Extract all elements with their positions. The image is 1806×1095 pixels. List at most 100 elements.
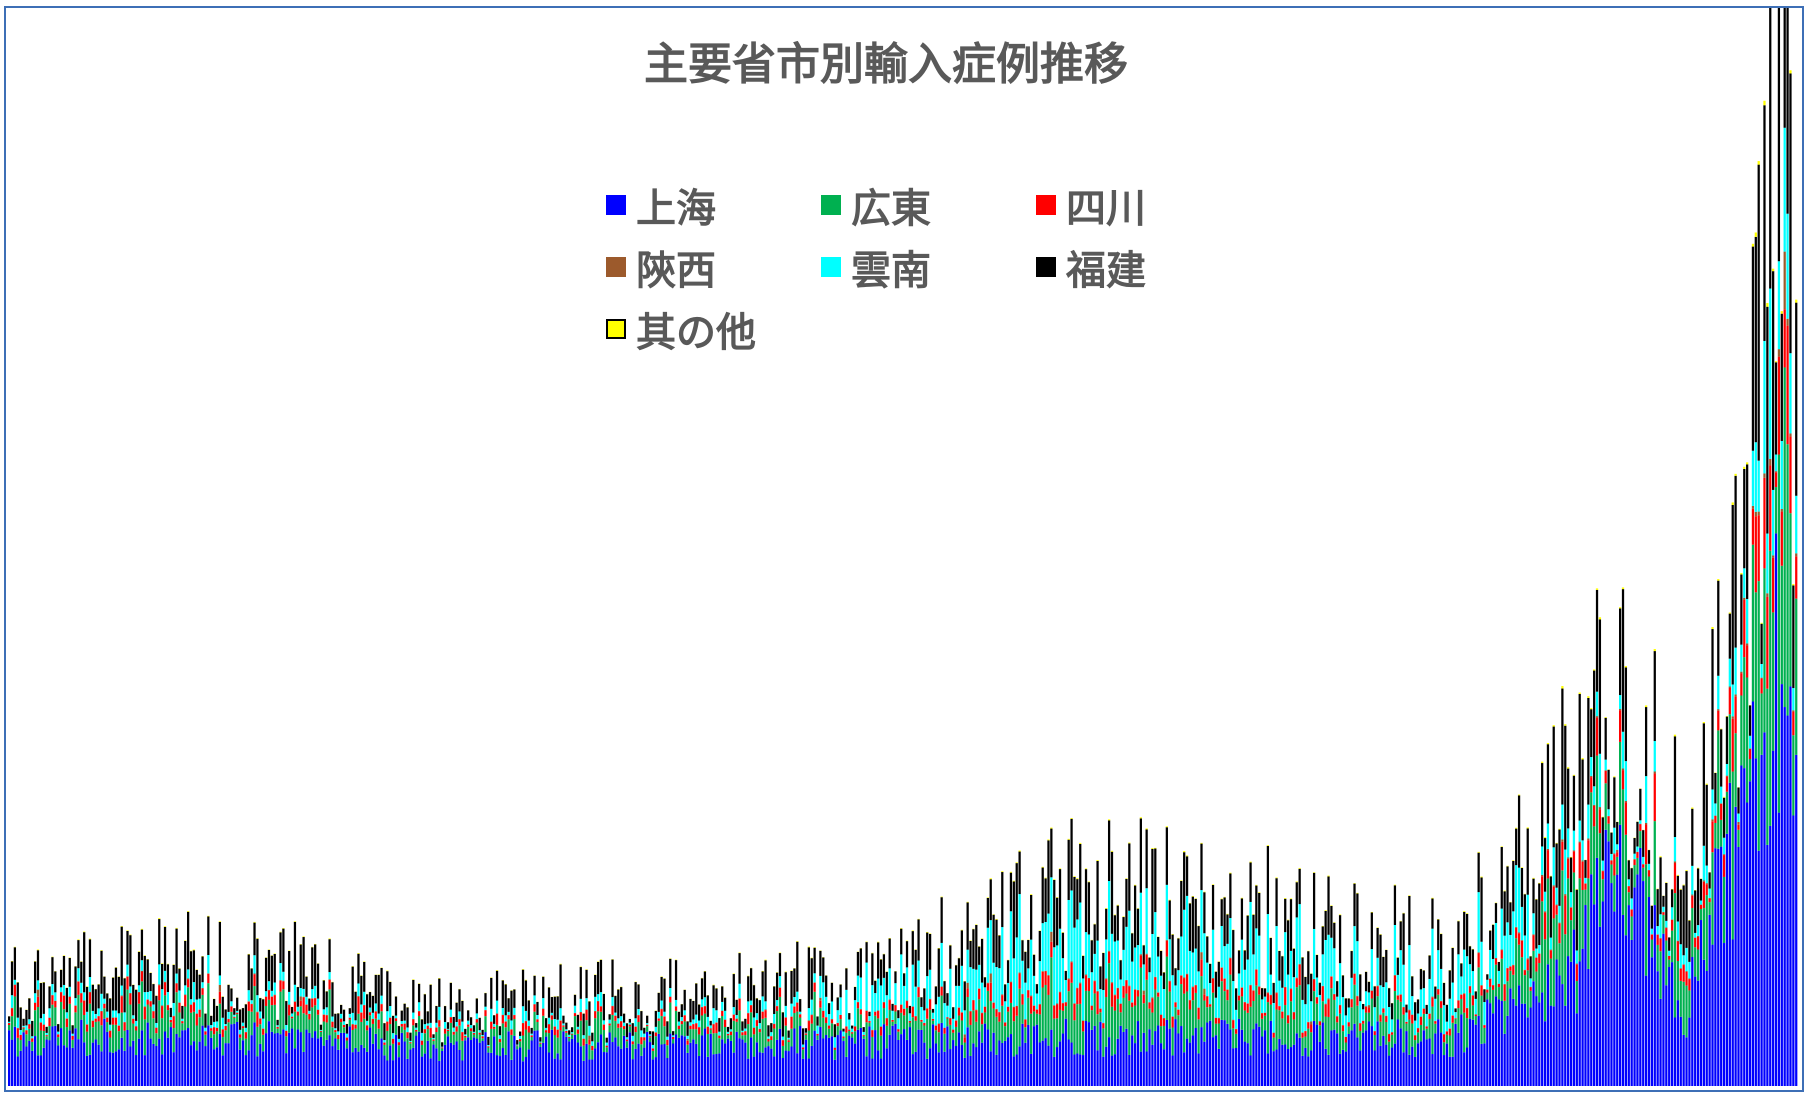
bar-segment-四川	[897, 1029, 900, 1032]
bar-segment-陝西	[1038, 1004, 1041, 1005]
bar-segment-上海	[22, 1032, 25, 1086]
bar-segment-陝西	[1056, 1003, 1059, 1005]
bar-segment-四川	[1682, 965, 1685, 982]
bar-segment-福建	[1523, 894, 1526, 936]
bar-segment-其の他	[1275, 877, 1278, 879]
bar-segment-上海	[302, 1051, 305, 1086]
bar-segment-四川	[85, 1024, 89, 1032]
bar-segment-上海	[1506, 1015, 1509, 1086]
bar-segment-福建	[631, 1023, 634, 1036]
bar-segment-上海	[236, 1021, 239, 1086]
bar-segment-上海	[1728, 782, 1731, 1086]
bar-segment-広東	[345, 1040, 349, 1049]
bar-segment-広東	[611, 1014, 614, 1043]
bar-segment-上海	[1694, 976, 1697, 1086]
bar-segment-上海	[1708, 914, 1711, 1086]
bar-segment-広東	[1656, 944, 1659, 972]
bar-segment-雲南	[773, 1014, 776, 1024]
bar-segment-上海	[547, 1052, 551, 1086]
bar-segment-広東	[302, 1013, 305, 1052]
bar-segment-広東	[732, 1020, 735, 1053]
bar-segment-四川	[59, 992, 63, 1002]
bar-segment-陝西	[1737, 821, 1740, 825]
bar-segment-四川	[146, 999, 149, 1005]
bar-segment-福建	[1286, 920, 1290, 975]
bar-segment-上海	[605, 1052, 608, 1086]
bar-segment-上海	[1070, 1042, 1073, 1086]
bar-segment-陝西	[1047, 974, 1050, 976]
bar-segment-四川	[1157, 992, 1160, 997]
bar-segment-其の他	[1139, 817, 1142, 819]
bar-segment-四川	[978, 988, 981, 1000]
bar-segment-広東	[1471, 1005, 1475, 1020]
bar-segment-四川	[709, 1028, 712, 1030]
bar-segment-広東	[845, 1032, 848, 1057]
bar-segment-福建	[28, 998, 31, 1020]
bar-segment-福建	[859, 948, 862, 978]
bar-segment-広東	[1113, 1010, 1117, 1055]
bar-segment-雲南	[1598, 753, 1602, 808]
bar-segment-上海	[288, 1032, 291, 1086]
bar-segment-広東	[1001, 1005, 1004, 1043]
bar-segment-雲南	[579, 998, 582, 1012]
bar-segment-広東	[1243, 1010, 1246, 1042]
bar-segment-福建	[628, 1018, 631, 1023]
bar-segment-福建	[773, 986, 776, 1015]
bar-segment-上海	[83, 1042, 86, 1086]
bar-segment-上海	[1382, 1035, 1385, 1086]
bar-segment-四川	[1246, 1003, 1249, 1013]
bar-segment-上海	[1006, 1037, 1010, 1086]
bar-segment-広東	[45, 1036, 48, 1040]
bar-segment-広東	[1642, 867, 1645, 882]
bar-segment-陝西	[88, 991, 92, 993]
bar-segment-福建	[1584, 860, 1587, 878]
bar-segment-福建	[1633, 838, 1636, 854]
bar-segment-広東	[1338, 1013, 1342, 1054]
bar-segment-広東	[1691, 908, 1694, 957]
bar-segment-上海	[146, 1022, 149, 1086]
bar-segment-福建	[501, 980, 504, 1009]
bar-segment-陝西	[1356, 995, 1359, 997]
bar-segment-上海	[666, 1058, 669, 1086]
bar-segment-広東	[1451, 1022, 1454, 1057]
bar-segment-雲南	[302, 988, 305, 997]
bar-segment-四川	[1197, 1007, 1200, 1020]
bar-segment-陝西	[1275, 992, 1278, 994]
bar-segment-陝西	[1402, 1006, 1405, 1008]
bar-segment-福建	[521, 969, 525, 1007]
bar-segment-四川	[608, 1023, 611, 1026]
bar-segment-広東	[328, 989, 331, 1036]
bar-segment-広東	[527, 1032, 530, 1050]
bar-segment-広東	[406, 1038, 409, 1059]
bar-segment-雲南	[253, 955, 256, 974]
bar-segment-雲南	[175, 973, 178, 983]
bar-segment-広東	[1041, 987, 1044, 1041]
bar-segment-雲南	[1009, 911, 1013, 982]
bar-segment-福建	[1162, 972, 1166, 990]
bar-segment-上海	[807, 1058, 810, 1086]
bar-segment-福建	[299, 944, 302, 989]
bar-segment-福建	[657, 992, 660, 1012]
bar-segment-広東	[10, 1016, 14, 1040]
bar-segment-福建	[1341, 975, 1345, 998]
bar-segment-雲南	[1601, 860, 1604, 871]
bar-segment-四川	[490, 1021, 493, 1029]
bar-segment-福建	[1096, 860, 1099, 941]
bar-segment-陝西	[1572, 850, 1576, 852]
bar-segment-福建	[1465, 913, 1469, 957]
bar-segment-上海	[1012, 1056, 1015, 1086]
bar-segment-上海	[767, 1046, 770, 1086]
bar-segment-広東	[111, 1024, 115, 1053]
bar-segment-雲南	[602, 1020, 605, 1025]
bar-segment-上海	[510, 1059, 513, 1086]
bar-segment-福建	[1541, 763, 1544, 847]
bar-segment-広東	[625, 1041, 629, 1048]
bar-segment-広東	[238, 1037, 242, 1050]
bar-segment-広東	[715, 1033, 718, 1055]
bar-segment-広東	[1702, 908, 1705, 960]
bar-segment-上海	[1289, 1047, 1293, 1086]
bar-segment-其の他	[1587, 696, 1590, 698]
bar-segment-四川	[1595, 717, 1599, 756]
bar-segment-福建	[1131, 933, 1134, 962]
bar-segment-福建	[648, 1031, 652, 1035]
